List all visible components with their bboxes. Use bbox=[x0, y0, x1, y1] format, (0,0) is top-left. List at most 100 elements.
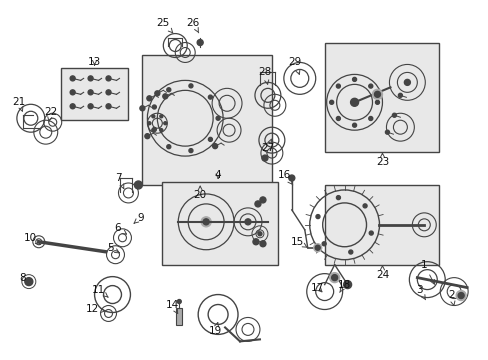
Circle shape bbox=[368, 117, 372, 121]
Circle shape bbox=[140, 106, 144, 111]
Text: 13: 13 bbox=[88, 58, 101, 67]
Circle shape bbox=[88, 104, 93, 109]
Circle shape bbox=[188, 149, 193, 153]
Circle shape bbox=[336, 117, 340, 121]
Circle shape bbox=[252, 239, 259, 245]
Circle shape bbox=[208, 95, 212, 99]
Circle shape bbox=[155, 91, 160, 96]
Circle shape bbox=[315, 215, 319, 219]
Circle shape bbox=[254, 201, 261, 207]
Circle shape bbox=[163, 122, 166, 125]
Text: 28: 28 bbox=[258, 67, 271, 84]
Circle shape bbox=[372, 89, 382, 99]
Circle shape bbox=[404, 80, 409, 85]
Circle shape bbox=[368, 231, 372, 235]
Circle shape bbox=[343, 280, 351, 289]
Circle shape bbox=[457, 293, 463, 298]
Text: 19: 19 bbox=[208, 323, 221, 336]
Circle shape bbox=[352, 77, 356, 81]
Circle shape bbox=[106, 104, 111, 109]
Circle shape bbox=[313, 244, 321, 252]
Circle shape bbox=[260, 241, 265, 247]
Bar bbox=[324, 185, 438, 265]
Circle shape bbox=[160, 115, 163, 118]
Text: 11: 11 bbox=[92, 284, 108, 297]
Circle shape bbox=[152, 105, 156, 109]
Text: 15: 15 bbox=[290, 237, 306, 247]
Text: 21: 21 bbox=[12, 97, 25, 111]
Circle shape bbox=[336, 84, 340, 88]
Circle shape bbox=[322, 242, 325, 246]
Circle shape bbox=[288, 175, 294, 181]
Circle shape bbox=[315, 245, 320, 250]
Circle shape bbox=[106, 76, 111, 81]
Circle shape bbox=[362, 204, 366, 208]
Circle shape bbox=[163, 94, 167, 99]
Circle shape bbox=[106, 90, 111, 95]
Circle shape bbox=[216, 116, 220, 120]
Text: 20: 20 bbox=[193, 186, 206, 200]
Circle shape bbox=[152, 115, 155, 118]
Text: 5: 5 bbox=[107, 243, 119, 253]
Bar bbox=[176, 307, 182, 325]
Circle shape bbox=[160, 129, 163, 132]
Circle shape bbox=[203, 219, 209, 225]
Circle shape bbox=[208, 138, 212, 141]
Text: 6: 6 bbox=[114, 223, 126, 234]
Circle shape bbox=[375, 100, 379, 104]
Text: 8: 8 bbox=[20, 273, 30, 284]
Text: 9: 9 bbox=[134, 213, 143, 223]
Circle shape bbox=[244, 219, 250, 225]
Text: 14: 14 bbox=[165, 300, 179, 314]
Bar bbox=[61, 68, 128, 120]
Text: 24: 24 bbox=[375, 266, 388, 280]
Circle shape bbox=[152, 129, 155, 132]
Circle shape bbox=[88, 90, 93, 95]
Bar bbox=[162, 182, 277, 265]
Circle shape bbox=[70, 104, 75, 109]
Circle shape bbox=[188, 84, 193, 88]
Circle shape bbox=[455, 291, 465, 301]
Bar bbox=[324, 42, 438, 152]
Circle shape bbox=[134, 181, 142, 189]
Circle shape bbox=[348, 250, 352, 254]
Circle shape bbox=[262, 155, 267, 161]
Circle shape bbox=[329, 100, 333, 104]
Text: 25: 25 bbox=[156, 18, 172, 33]
Circle shape bbox=[70, 76, 75, 81]
Text: 7: 7 bbox=[115, 173, 123, 189]
Circle shape bbox=[152, 127, 156, 131]
Circle shape bbox=[197, 40, 203, 45]
Circle shape bbox=[25, 278, 33, 285]
Text: 29: 29 bbox=[287, 58, 301, 75]
Circle shape bbox=[146, 96, 152, 101]
Circle shape bbox=[166, 145, 170, 149]
Text: 10: 10 bbox=[24, 233, 40, 244]
Circle shape bbox=[201, 217, 211, 227]
Text: 22: 22 bbox=[44, 107, 57, 121]
Circle shape bbox=[177, 300, 181, 303]
Circle shape bbox=[166, 88, 170, 92]
Text: 17: 17 bbox=[310, 283, 324, 293]
Circle shape bbox=[331, 275, 337, 280]
Circle shape bbox=[368, 84, 372, 88]
Circle shape bbox=[336, 195, 340, 200]
Circle shape bbox=[70, 90, 75, 95]
Text: 27: 27 bbox=[261, 139, 274, 153]
Text: 23: 23 bbox=[375, 153, 388, 167]
Circle shape bbox=[350, 98, 358, 106]
Text: 1: 1 bbox=[420, 260, 433, 284]
Circle shape bbox=[374, 91, 380, 97]
Circle shape bbox=[352, 123, 356, 127]
Text: 4: 4 bbox=[214, 170, 221, 180]
Text: 12: 12 bbox=[86, 305, 105, 315]
Circle shape bbox=[147, 122, 151, 125]
Text: 2: 2 bbox=[447, 289, 454, 306]
Circle shape bbox=[385, 130, 388, 134]
Text: 16: 16 bbox=[278, 170, 292, 185]
Circle shape bbox=[260, 197, 265, 203]
Circle shape bbox=[144, 134, 149, 139]
Bar bbox=[142, 55, 271, 185]
Circle shape bbox=[212, 144, 217, 149]
Circle shape bbox=[88, 76, 93, 81]
